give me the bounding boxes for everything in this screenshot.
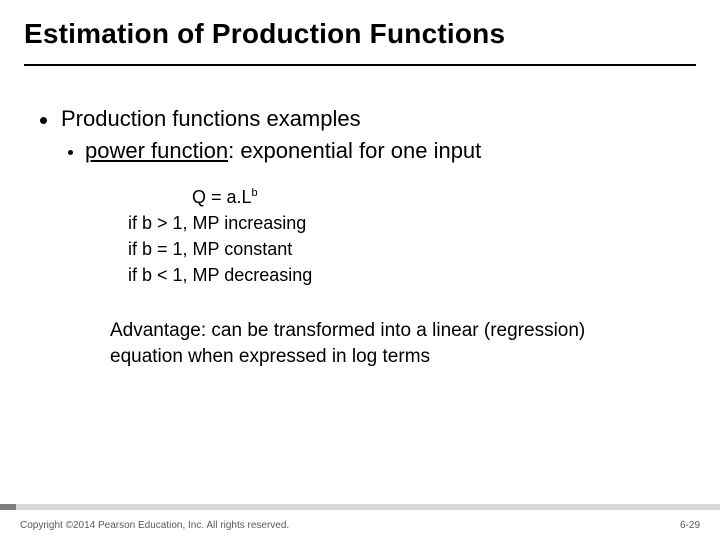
bullet2-underlined: power function [85, 138, 228, 163]
formula-condition-2: if b = 1, MP constant [128, 236, 680, 262]
slide-body: Production functions examples power func… [0, 66, 720, 370]
formula-pre: Q = a.L [192, 187, 252, 207]
bullet-level-2: power function: exponential for one inpu… [68, 138, 680, 164]
formula-superscript: b [252, 187, 258, 199]
slide-container: Estimation of Production Functions Produ… [0, 0, 720, 540]
bullet1-text: Production functions examples [61, 106, 361, 132]
bullet-dot-icon [40, 117, 47, 124]
formula-condition-1: if b > 1, MP increasing [128, 210, 680, 236]
footer: Copyright ©2014 Pearson Education, Inc. … [0, 510, 720, 540]
page-number: 6-29 [680, 520, 700, 531]
slide-title: Estimation of Production Functions [0, 0, 720, 58]
advantage-text: Advantage: can be transformed into a lin… [110, 318, 640, 369]
bullet-dot-icon [68, 150, 73, 155]
formula-condition-3: if b < 1, MP decreasing [128, 262, 680, 288]
copyright-text: Copyright ©2014 Pearson Education, Inc. … [20, 520, 289, 531]
bullet2-rest: : exponential for one input [228, 138, 481, 163]
bullet-level-1: Production functions examples [40, 106, 680, 132]
formula-equation: Q = a.Lb [192, 184, 680, 210]
formula-block: Q = a.Lb if b > 1, MP increasing if b = … [128, 184, 680, 288]
bullet2-text: power function: exponential for one inpu… [85, 138, 481, 164]
